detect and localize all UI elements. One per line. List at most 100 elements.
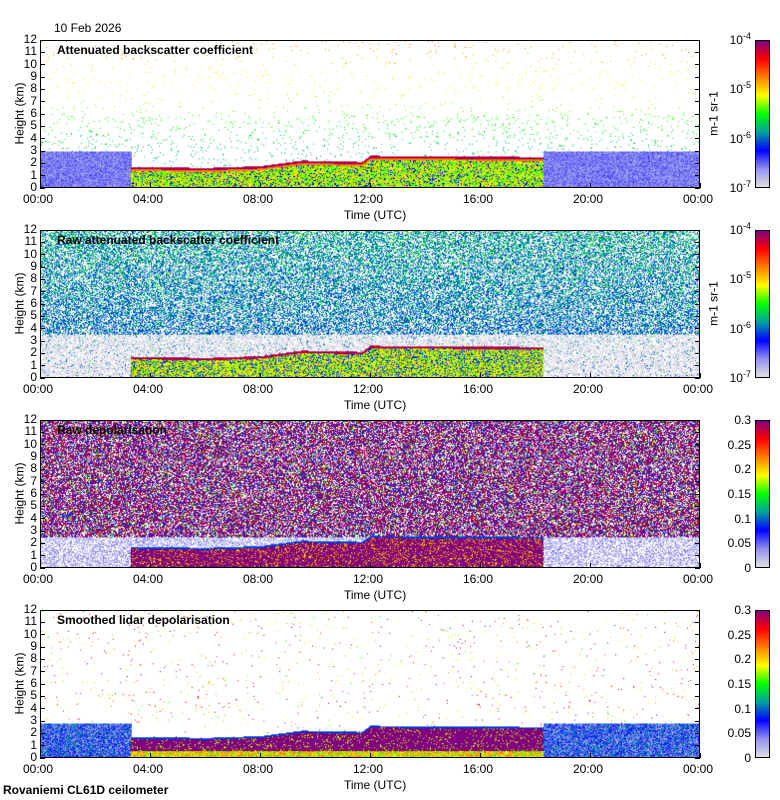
y-tick	[695, 671, 700, 673]
y-tick-label: 10	[23, 626, 37, 641]
y-tick-label: 10	[23, 436, 37, 451]
x-tick	[700, 373, 701, 378]
y-tick	[40, 542, 45, 544]
y-tick	[40, 468, 45, 470]
y-tick	[695, 745, 700, 747]
y-tick-label: 9	[30, 449, 37, 463]
y-tick-label: 6	[30, 676, 37, 690]
colorbar-tick-label: 0.15	[728, 488, 751, 500]
x-tick-label: 00:00	[23, 762, 54, 776]
y-tick-label: 7	[30, 663, 37, 678]
y-tick	[695, 431, 700, 433]
y-tick	[695, 278, 700, 280]
x-tick	[260, 373, 261, 378]
colorbar-tick-base: 0.25	[727, 627, 751, 642]
x-tick	[590, 183, 591, 188]
colorbar-tick-base: 0.15	[727, 677, 751, 691]
x-tick	[370, 563, 371, 568]
y-tick-label: 1	[30, 547, 37, 562]
x-tick-label: 00:00	[683, 762, 714, 776]
x-axis-label: Time (UTC)	[344, 588, 407, 602]
y-tick-label: 8	[30, 651, 37, 666]
colorbar-tick-base: 0.2	[734, 462, 751, 477]
x-tick	[260, 563, 261, 568]
y-tick	[695, 493, 700, 495]
y-tick-label: 6	[30, 486, 37, 500]
y-tick	[40, 431, 45, 433]
x-axis-label: Time (UTC)	[344, 778, 407, 792]
y-tick-label: 11	[24, 614, 37, 629]
x-tick	[150, 753, 151, 758]
y-tick-label: 0	[30, 370, 37, 384]
x-tick-label: 08:00	[243, 762, 274, 776]
x-tick	[150, 563, 151, 568]
y-tick	[40, 76, 45, 78]
y-tick	[695, 88, 700, 90]
y-tick	[695, 634, 700, 636]
colorbar-tick-exponent: -5	[742, 270, 751, 281]
colorbar-tick-base: 0.05	[727, 536, 751, 551]
y-tick-label: 9	[30, 259, 37, 273]
colorbar-tick-label: 10-7	[730, 370, 751, 385]
heatmap-canvas	[41, 41, 699, 187]
y-tick-label: 6	[30, 296, 37, 310]
y-tick-label: 3	[30, 523, 37, 537]
x-tick-label: 08:00	[243, 572, 274, 586]
y-tick	[40, 229, 45, 231]
x-tick-label: 20:00	[573, 762, 604, 776]
y-tick	[695, 555, 700, 557]
x-tick-label: 16:00	[463, 192, 494, 206]
x-tick	[40, 183, 41, 188]
x-tick-label: 04:00	[133, 762, 164, 776]
plot-area-smdep: Smoothed lidar depolarisation	[40, 610, 700, 758]
colorbar	[755, 610, 770, 758]
y-tick	[695, 64, 700, 66]
y-tick-label: 4	[30, 130, 37, 145]
y-tick	[695, 720, 700, 722]
y-tick	[40, 328, 45, 330]
y-tick	[40, 518, 45, 520]
y-tick	[695, 708, 700, 710]
y-tick-label: 6	[30, 106, 37, 120]
heatmap-canvas	[41, 611, 699, 757]
colorbar-tick-label: 0	[744, 562, 751, 574]
y-tick-label: 9	[30, 69, 37, 83]
heatmap-canvas	[41, 421, 699, 567]
colorbar-unit-label: m-1 sr-1	[706, 91, 721, 136]
x-tick-label: 00:00	[683, 572, 714, 586]
x-tick-label: 04:00	[133, 382, 164, 396]
y-tick	[695, 113, 700, 115]
y-axis-label: Height (km)	[12, 82, 27, 145]
colorbar	[755, 230, 770, 378]
y-tick	[40, 720, 45, 722]
colorbar-tick-base: 0.2	[734, 652, 751, 667]
y-tick	[40, 377, 45, 379]
y-tick	[40, 493, 45, 495]
y-tick	[40, 187, 45, 189]
colorbar-tick-label: 0	[744, 752, 751, 764]
y-tick	[695, 175, 700, 177]
y-tick	[40, 732, 45, 734]
x-tick	[260, 183, 261, 188]
y-tick	[695, 328, 700, 330]
heatmap-canvas	[41, 231, 699, 377]
colorbar-tick-base: 10	[729, 33, 743, 47]
y-tick-label: 12	[23, 412, 37, 426]
colorbar-tick-base: 10	[729, 321, 743, 336]
y-tick	[695, 254, 700, 256]
y-tick	[695, 51, 700, 53]
y-tick	[695, 609, 700, 611]
x-tick-label: 08:00	[243, 192, 274, 206]
x-axis-label: Time (UTC)	[344, 398, 407, 412]
colorbar-tick-label: 10-4	[729, 32, 751, 47]
y-tick	[40, 138, 45, 140]
y-tick	[40, 671, 45, 673]
y-tick-label: 8	[30, 461, 37, 476]
y-tick	[40, 555, 45, 557]
y-tick	[40, 609, 45, 611]
y-tick	[40, 505, 45, 507]
y-tick	[695, 456, 700, 458]
colorbar-tick-base: 10	[729, 181, 743, 195]
x-tick-label: 04:00	[133, 572, 164, 586]
y-tick	[40, 708, 45, 710]
